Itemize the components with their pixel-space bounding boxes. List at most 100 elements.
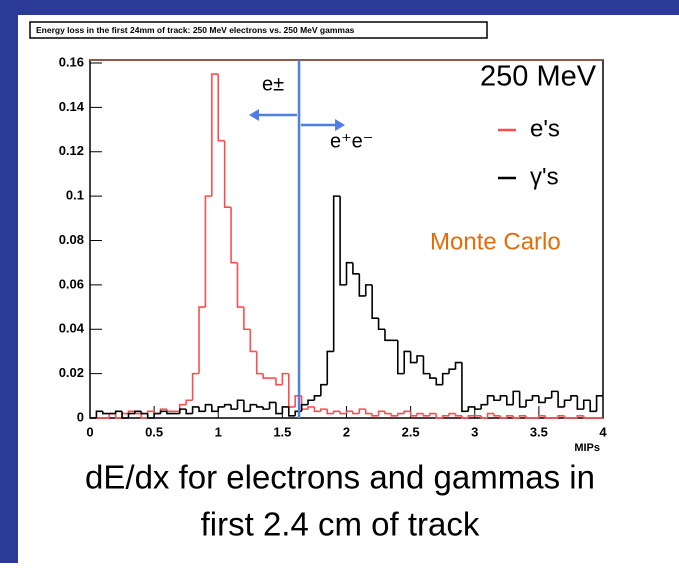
histogram-bin bbox=[557, 414, 565, 418]
cut-label: e⁺e⁻ bbox=[330, 130, 373, 152]
caption-line: first 2.4 cm of track bbox=[201, 506, 480, 543]
histogram-bin bbox=[364, 284, 373, 296]
histogram-bin bbox=[243, 400, 251, 413]
histogram-bin bbox=[582, 399, 591, 410]
histogram-bin bbox=[255, 404, 264, 408]
histogram-bin bbox=[480, 403, 488, 410]
histogram-bin bbox=[454, 361, 462, 370]
histogram-bin bbox=[493, 413, 501, 417]
histogram-bin bbox=[429, 373, 437, 379]
x-tick-label: 0 bbox=[86, 424, 93, 439]
histogram-bin bbox=[473, 406, 482, 410]
histogram-bin bbox=[506, 414, 514, 418]
histogram-bin bbox=[589, 400, 597, 413]
histogram-bin bbox=[211, 404, 219, 413]
histogram-bin bbox=[287, 373, 296, 408]
histogram-bin bbox=[441, 414, 450, 418]
histogram-bin bbox=[416, 355, 424, 363]
histogram-bin bbox=[461, 362, 469, 413]
histogram-bin bbox=[114, 413, 123, 419]
annotation: Monte Carlo bbox=[430, 228, 561, 255]
histogram-bin bbox=[384, 329, 392, 342]
y-tick-label: 0.04 bbox=[59, 321, 85, 336]
histogram-bin bbox=[159, 410, 167, 414]
histogram-bin bbox=[204, 403, 212, 412]
histogram-bin bbox=[313, 406, 321, 413]
histogram-bin bbox=[300, 403, 309, 412]
histogram-bin bbox=[287, 406, 296, 417]
top-band bbox=[0, 0, 679, 15]
y-tick-label: 0.08 bbox=[59, 232, 84, 247]
histogram-bin bbox=[499, 415, 507, 419]
histogram-bin bbox=[595, 395, 603, 412]
histogram-bin bbox=[518, 414, 527, 418]
cut-label: e± bbox=[262, 73, 284, 95]
histogram-bin bbox=[300, 395, 309, 410]
histogram-bin bbox=[352, 262, 360, 275]
histogram-bin bbox=[371, 284, 379, 319]
histogram-bin bbox=[191, 406, 200, 414]
x-tick-label: 4 bbox=[599, 424, 607, 439]
x-tick-label: 1 bbox=[215, 424, 222, 439]
left-band bbox=[0, 0, 18, 563]
histogram-bin bbox=[320, 383, 328, 396]
histogram-bin bbox=[563, 415, 571, 419]
histogram-bin bbox=[217, 74, 225, 142]
histogram-bin bbox=[403, 350, 411, 374]
histogram-bin bbox=[538, 395, 546, 404]
histogram-bin bbox=[557, 391, 565, 408]
y-tick-label: 0.12 bbox=[59, 143, 84, 158]
histogram-bin bbox=[223, 403, 232, 407]
histogram-bin bbox=[326, 409, 334, 415]
histogram-bin bbox=[204, 195, 212, 308]
y-tick-label: 0 bbox=[77, 409, 84, 424]
histogram-bin bbox=[281, 406, 289, 414]
histogram-bin bbox=[422, 413, 430, 417]
y-tick-label: 0.1 bbox=[66, 188, 84, 203]
histogram-bin bbox=[236, 399, 244, 410]
histogram-bin bbox=[198, 406, 206, 413]
histogram-bin bbox=[461, 415, 469, 419]
histogram-bin bbox=[185, 409, 193, 415]
histogram-bin bbox=[435, 413, 443, 419]
histogram-bin bbox=[255, 351, 264, 375]
histogram-bin bbox=[486, 412, 494, 418]
histogram-bin bbox=[236, 262, 244, 308]
histogram-bin bbox=[191, 372, 200, 401]
histogram-bin bbox=[576, 395, 584, 410]
histogram-bin bbox=[146, 413, 155, 419]
histogram-bin bbox=[525, 399, 533, 407]
histogram-bin bbox=[230, 207, 238, 264]
histogram-bin bbox=[339, 196, 347, 286]
histogram-bin bbox=[185, 399, 193, 405]
arrow-head bbox=[249, 109, 260, 121]
histogram-bin bbox=[409, 351, 418, 364]
histogram-bin bbox=[486, 395, 494, 405]
chart-title: Energy loss in the first 24mm of track: … bbox=[36, 25, 355, 35]
histogram-bin bbox=[358, 273, 366, 297]
x-axis-label: MIPs bbox=[574, 442, 600, 454]
histogram-bin bbox=[403, 410, 411, 414]
histogram-bin bbox=[198, 306, 206, 374]
histogram-bin bbox=[416, 412, 424, 416]
histogram-bin bbox=[570, 395, 578, 401]
legend-label: γ's bbox=[530, 163, 559, 190]
histogram-bin bbox=[544, 397, 552, 403]
histogram-bin bbox=[544, 415, 552, 419]
histogram-bin bbox=[345, 410, 353, 414]
histogram-bin bbox=[429, 412, 437, 416]
histogram-bin bbox=[422, 355, 430, 375]
histogram-bin bbox=[275, 378, 283, 386]
histogram-bin bbox=[281, 372, 289, 385]
histogram-bin bbox=[95, 410, 103, 418]
histogram-bin bbox=[397, 412, 405, 416]
histogram-bin bbox=[550, 390, 559, 399]
histogram-bin bbox=[339, 411, 347, 415]
histogram-bin bbox=[223, 140, 232, 209]
caption-line: dE/dx for electrons and gammas in bbox=[85, 459, 595, 496]
y-tick-label: 0.16 bbox=[59, 54, 84, 69]
histogram-bin bbox=[467, 406, 475, 412]
histogram-bin bbox=[262, 406, 270, 410]
histogram-bin bbox=[178, 403, 187, 412]
histogram-bin bbox=[326, 350, 334, 385]
